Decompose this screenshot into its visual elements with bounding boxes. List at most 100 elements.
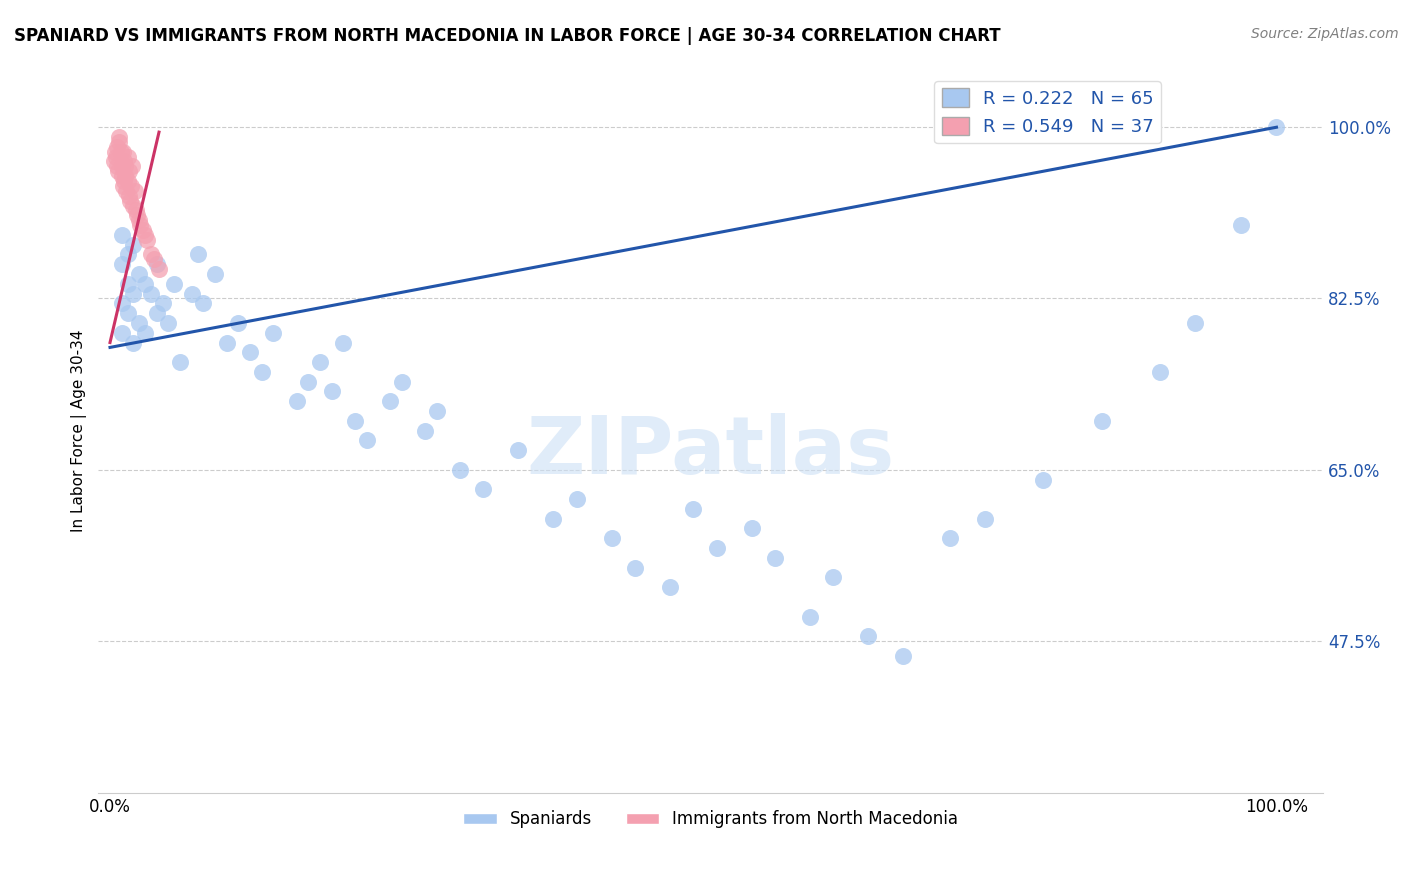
- Text: ZIPatlas: ZIPatlas: [527, 413, 894, 491]
- Point: [105, 140, 128, 154]
- Point: [413, 424, 436, 438]
- Point: [741, 521, 763, 535]
- Point: [939, 531, 962, 545]
- Point: [134, 277, 156, 291]
- Point: [600, 531, 623, 545]
- Point: [117, 277, 139, 291]
- Point: [111, 160, 134, 174]
- Point: [104, 150, 127, 164]
- Point: [139, 247, 162, 261]
- Point: [1230, 218, 1253, 232]
- Point: [309, 355, 332, 369]
- Point: [134, 227, 156, 242]
- Point: [145, 257, 167, 271]
- Point: [139, 286, 162, 301]
- Point: [624, 560, 647, 574]
- Text: SPANIARD VS IMMIGRANTS FROM NORTH MACEDONIA IN LABOR FORCE | AGE 30-34 CORRELATI: SPANIARD VS IMMIGRANTS FROM NORTH MACEDO…: [14, 27, 1001, 45]
- Point: [1184, 316, 1206, 330]
- Point: [391, 375, 413, 389]
- Point: [543, 511, 565, 525]
- Point: [763, 550, 786, 565]
- Point: [108, 135, 131, 149]
- Point: [122, 198, 145, 212]
- Point: [122, 286, 145, 301]
- Point: [111, 296, 134, 310]
- Point: [111, 178, 134, 193]
- Point: [658, 580, 681, 594]
- Point: [122, 237, 145, 252]
- Point: [117, 306, 139, 320]
- Point: [111, 145, 134, 159]
- Point: [112, 154, 135, 169]
- Point: [129, 218, 152, 232]
- Point: [112, 174, 135, 188]
- Point: [204, 267, 226, 281]
- Point: [285, 394, 308, 409]
- Point: [169, 355, 191, 369]
- Point: [297, 375, 319, 389]
- Point: [332, 335, 354, 350]
- Point: [799, 609, 821, 624]
- Point: [426, 404, 449, 418]
- Point: [262, 326, 284, 340]
- Point: [1032, 473, 1054, 487]
- Point: [103, 154, 125, 169]
- Point: [250, 365, 273, 379]
- Point: [193, 296, 215, 310]
- Point: [1265, 120, 1288, 135]
- Point: [104, 145, 127, 159]
- Point: [134, 326, 156, 340]
- Point: [136, 233, 159, 247]
- Point: [117, 174, 139, 188]
- Point: [858, 629, 880, 643]
- Point: [128, 316, 150, 330]
- Point: [145, 306, 167, 320]
- Point: [121, 160, 143, 174]
- Y-axis label: In Labor Force | Age 30-34: In Labor Force | Age 30-34: [72, 329, 87, 532]
- Point: [143, 252, 166, 267]
- Point: [356, 434, 378, 448]
- Point: [891, 648, 914, 663]
- Point: [131, 223, 153, 237]
- Point: [449, 463, 471, 477]
- Point: [124, 203, 146, 218]
- Point: [117, 150, 139, 164]
- Point: [215, 335, 238, 350]
- Legend: Spaniards, Immigrants from North Macedonia: Spaniards, Immigrants from North Macedon…: [457, 804, 965, 835]
- Point: [152, 296, 174, 310]
- Point: [105, 160, 128, 174]
- Point: [111, 227, 134, 242]
- Point: [228, 316, 250, 330]
- Point: [186, 247, 208, 261]
- Point: [114, 160, 136, 174]
- Point: [118, 188, 141, 202]
- Point: [115, 184, 138, 198]
- Point: [321, 384, 343, 399]
- Point: [114, 169, 136, 183]
- Point: [823, 570, 845, 584]
- Point: [111, 169, 134, 183]
- Point: [1149, 365, 1171, 379]
- Point: [508, 443, 530, 458]
- Point: [343, 414, 366, 428]
- Point: [128, 213, 150, 227]
- Point: [682, 501, 704, 516]
- Point: [108, 130, 131, 145]
- Point: [148, 262, 170, 277]
- Point: [128, 267, 150, 281]
- Point: [107, 164, 129, 178]
- Point: [110, 145, 132, 159]
- Point: [118, 194, 141, 208]
- Point: [239, 345, 262, 359]
- Point: [111, 326, 134, 340]
- Point: [472, 483, 495, 497]
- Point: [1090, 414, 1112, 428]
- Point: [973, 511, 995, 525]
- Text: Source: ZipAtlas.com: Source: ZipAtlas.com: [1251, 27, 1399, 41]
- Point: [120, 178, 142, 193]
- Point: [125, 208, 148, 222]
- Point: [122, 335, 145, 350]
- Point: [565, 492, 588, 507]
- Point: [180, 286, 202, 301]
- Point: [111, 257, 134, 271]
